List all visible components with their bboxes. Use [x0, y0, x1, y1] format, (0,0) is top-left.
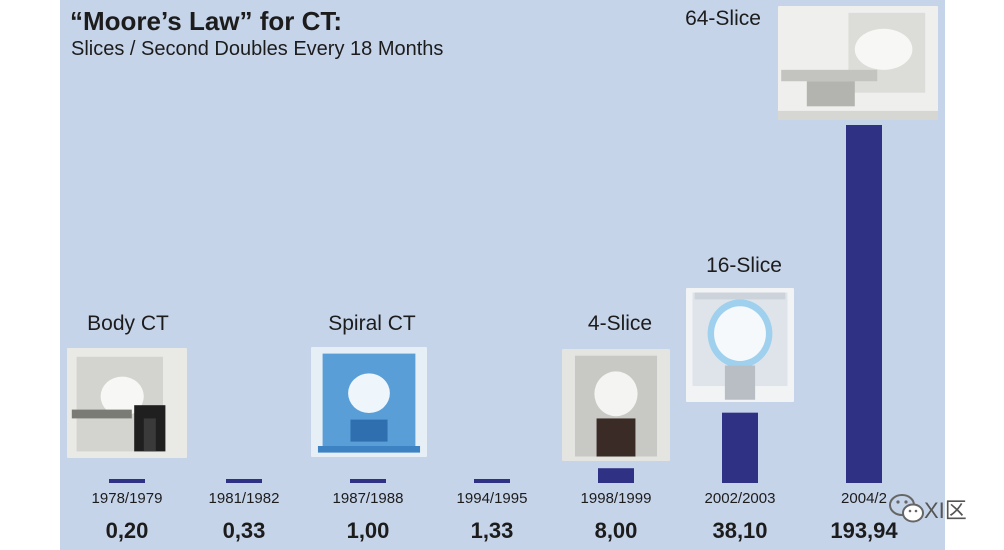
bar-2002/2003: [722, 412, 758, 483]
chart-title: “Moore’s Law” for CT:: [70, 6, 343, 36]
annotation-label: Spiral CT: [328, 312, 416, 335]
value-label: 38,10: [712, 518, 767, 543]
ct-scanner-image: [311, 347, 427, 457]
annotation-label: 64-Slice: [685, 7, 761, 30]
category-label: 1998/1999: [581, 490, 652, 507]
bar-1987/1988: [350, 479, 386, 483]
value-label: 193,94: [830, 518, 898, 543]
bar-1981/1982: [226, 479, 262, 483]
ct-scanner-image: [67, 348, 187, 458]
ct-scanner-image: [778, 6, 938, 120]
annotation-label: 16-Slice: [706, 254, 782, 277]
value-label: 1,33: [471, 518, 514, 543]
ct-scanner-image: [686, 288, 794, 402]
wechat-icon: [889, 494, 924, 523]
value-label: 0,33: [223, 518, 266, 543]
category-label: 1987/1988: [333, 490, 404, 507]
category-label: 1981/1982: [209, 490, 280, 507]
value-label: 1,00: [347, 518, 390, 543]
category-label: 1978/1979: [92, 490, 163, 507]
bar-1994/1995: [474, 479, 510, 483]
bar-1998/1999: [598, 468, 634, 483]
watermark-text: XI区: [924, 498, 967, 523]
value-label: 0,20: [106, 518, 149, 543]
category-label: 2004/2: [841, 490, 887, 507]
bar-2004/2005: [846, 125, 882, 483]
annotation-label: Body CT: [87, 312, 169, 335]
category-label: 1994/1995: [457, 490, 528, 507]
ct-scanner-image: [562, 349, 670, 461]
category-label: 2002/2003: [705, 490, 776, 507]
annotation-label: 4-Slice: [587, 312, 653, 335]
bar-1978/1979: [109, 479, 145, 483]
chart-subtitle: Slices / Second Doubles Every 18 Months: [71, 38, 444, 60]
value-label: 8,00: [595, 518, 638, 543]
